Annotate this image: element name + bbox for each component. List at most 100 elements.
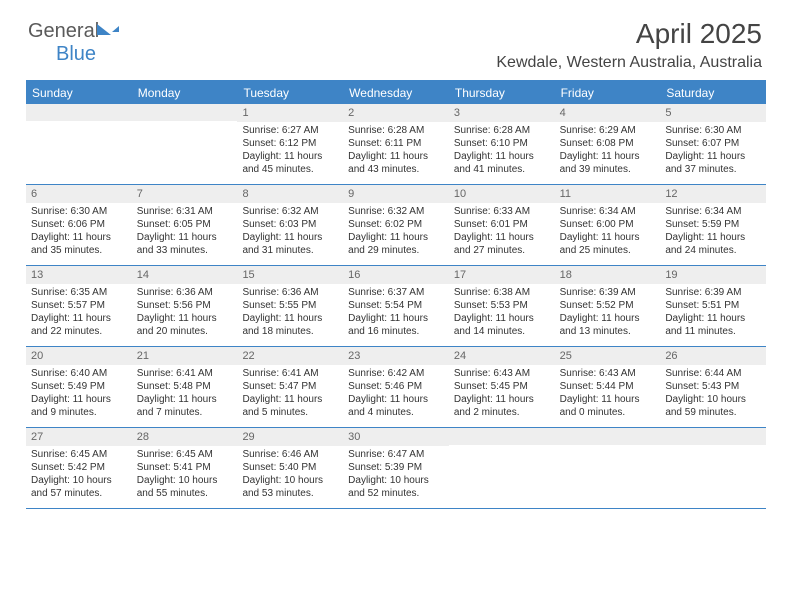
day-body: Sunrise: 6:38 AMSunset: 5:53 PMDaylight:… xyxy=(449,284,555,342)
day-line: Daylight: 11 hours and 0 minutes. xyxy=(560,393,656,419)
weekday-header: Wednesday xyxy=(343,82,449,104)
day-body: Sunrise: 6:41 AMSunset: 5:48 PMDaylight:… xyxy=(132,365,238,423)
day-line: Sunrise: 6:37 AM xyxy=(348,286,444,299)
day-cell xyxy=(660,428,766,508)
logo-word1: General xyxy=(28,20,99,42)
weekday-header: Friday xyxy=(555,82,661,104)
day-cell: 19Sunrise: 6:39 AMSunset: 5:51 PMDayligh… xyxy=(660,266,766,346)
day-body: Sunrise: 6:29 AMSunset: 6:08 PMDaylight:… xyxy=(555,122,661,180)
weekday-header: Sunday xyxy=(26,82,132,104)
day-line: Sunset: 5:51 PM xyxy=(665,299,761,312)
day-body xyxy=(449,445,555,451)
weekday-header: Tuesday xyxy=(237,82,343,104)
day-line: Daylight: 11 hours and 22 minutes. xyxy=(31,312,127,338)
day-cell: 6Sunrise: 6:30 AMSunset: 6:06 PMDaylight… xyxy=(26,185,132,265)
logo-word2: Blue xyxy=(56,43,96,65)
day-body: Sunrise: 6:37 AMSunset: 5:54 PMDaylight:… xyxy=(343,284,449,342)
day-body: Sunrise: 6:28 AMSunset: 6:10 PMDaylight:… xyxy=(449,122,555,180)
day-body xyxy=(555,445,661,451)
day-line: Daylight: 11 hours and 27 minutes. xyxy=(454,231,550,257)
day-line: Daylight: 10 hours and 52 minutes. xyxy=(348,474,444,500)
day-line: Daylight: 11 hours and 45 minutes. xyxy=(242,150,338,176)
day-number xyxy=(555,428,661,445)
day-line: Sunset: 6:06 PM xyxy=(31,218,127,231)
day-cell: 26Sunrise: 6:44 AMSunset: 5:43 PMDayligh… xyxy=(660,347,766,427)
day-cell: 17Sunrise: 6:38 AMSunset: 5:53 PMDayligh… xyxy=(449,266,555,346)
day-line: Sunset: 6:10 PM xyxy=(454,137,550,150)
day-body: Sunrise: 6:34 AMSunset: 6:00 PMDaylight:… xyxy=(555,203,661,261)
day-body: Sunrise: 6:44 AMSunset: 5:43 PMDaylight:… xyxy=(660,365,766,423)
day-line: Sunset: 6:11 PM xyxy=(348,137,444,150)
day-body: Sunrise: 6:30 AMSunset: 6:06 PMDaylight:… xyxy=(26,203,132,261)
day-body: Sunrise: 6:36 AMSunset: 5:55 PMDaylight:… xyxy=(237,284,343,342)
day-number: 5 xyxy=(660,104,766,122)
day-line: Sunrise: 6:41 AM xyxy=(137,367,233,380)
day-line: Daylight: 11 hours and 9 minutes. xyxy=(31,393,127,419)
day-line: Daylight: 10 hours and 55 minutes. xyxy=(137,474,233,500)
day-cell: 23Sunrise: 6:42 AMSunset: 5:46 PMDayligh… xyxy=(343,347,449,427)
day-line: Sunrise: 6:39 AM xyxy=(560,286,656,299)
day-number: 9 xyxy=(343,185,449,203)
day-line: Sunrise: 6:28 AM xyxy=(454,124,550,137)
day-number: 15 xyxy=(237,266,343,284)
week-row: 27Sunrise: 6:45 AMSunset: 5:42 PMDayligh… xyxy=(26,428,766,509)
day-line: Sunrise: 6:28 AM xyxy=(348,124,444,137)
logo: General Blue xyxy=(28,20,119,66)
day-line: Sunset: 5:45 PM xyxy=(454,380,550,393)
page-title: April 2025 xyxy=(636,18,762,50)
day-cell: 10Sunrise: 6:33 AMSunset: 6:01 PMDayligh… xyxy=(449,185,555,265)
day-body xyxy=(660,445,766,451)
day-number: 10 xyxy=(449,185,555,203)
day-body: Sunrise: 6:45 AMSunset: 5:42 PMDaylight:… xyxy=(26,446,132,504)
day-cell: 16Sunrise: 6:37 AMSunset: 5:54 PMDayligh… xyxy=(343,266,449,346)
day-line: Sunset: 5:59 PM xyxy=(665,218,761,231)
day-line: Sunrise: 6:32 AM xyxy=(348,205,444,218)
day-line: Sunset: 6:12 PM xyxy=(242,137,338,150)
day-number: 21 xyxy=(132,347,238,365)
weekday-header: Monday xyxy=(132,82,238,104)
day-line: Daylight: 11 hours and 41 minutes. xyxy=(454,150,550,176)
day-cell: 21Sunrise: 6:41 AMSunset: 5:48 PMDayligh… xyxy=(132,347,238,427)
day-line: Sunrise: 6:42 AM xyxy=(348,367,444,380)
day-cell: 3Sunrise: 6:28 AMSunset: 6:10 PMDaylight… xyxy=(449,104,555,184)
day-body xyxy=(26,121,132,127)
day-line: Sunset: 5:44 PM xyxy=(560,380,656,393)
day-line: Sunrise: 6:29 AM xyxy=(560,124,656,137)
day-number: 24 xyxy=(449,347,555,365)
day-line: Sunset: 5:40 PM xyxy=(242,461,338,474)
day-body: Sunrise: 6:32 AMSunset: 6:03 PMDaylight:… xyxy=(237,203,343,261)
day-body: Sunrise: 6:47 AMSunset: 5:39 PMDaylight:… xyxy=(343,446,449,504)
day-number: 19 xyxy=(660,266,766,284)
day-cell: 27Sunrise: 6:45 AMSunset: 5:42 PMDayligh… xyxy=(26,428,132,508)
day-line: Sunrise: 6:43 AM xyxy=(560,367,656,380)
day-line: Daylight: 11 hours and 24 minutes. xyxy=(665,231,761,257)
day-line: Sunrise: 6:46 AM xyxy=(242,448,338,461)
day-line: Sunrise: 6:45 AM xyxy=(137,448,233,461)
day-cell: 13Sunrise: 6:35 AMSunset: 5:57 PMDayligh… xyxy=(26,266,132,346)
day-cell xyxy=(132,104,238,184)
day-number: 29 xyxy=(237,428,343,446)
day-body: Sunrise: 6:30 AMSunset: 6:07 PMDaylight:… xyxy=(660,122,766,180)
day-body: Sunrise: 6:40 AMSunset: 5:49 PMDaylight:… xyxy=(26,365,132,423)
day-number: 13 xyxy=(26,266,132,284)
day-line: Daylight: 11 hours and 29 minutes. xyxy=(348,231,444,257)
day-line: Sunrise: 6:31 AM xyxy=(137,205,233,218)
day-body: Sunrise: 6:27 AMSunset: 6:12 PMDaylight:… xyxy=(237,122,343,180)
day-line: Daylight: 11 hours and 14 minutes. xyxy=(454,312,550,338)
day-line: Sunrise: 6:32 AM xyxy=(242,205,338,218)
weekday-header: Saturday xyxy=(660,82,766,104)
day-line: Daylight: 11 hours and 18 minutes. xyxy=(242,312,338,338)
weekday-header: Thursday xyxy=(449,82,555,104)
day-cell: 12Sunrise: 6:34 AMSunset: 5:59 PMDayligh… xyxy=(660,185,766,265)
day-cell: 15Sunrise: 6:36 AMSunset: 5:55 PMDayligh… xyxy=(237,266,343,346)
day-line: Sunrise: 6:36 AM xyxy=(242,286,338,299)
day-cell xyxy=(26,104,132,184)
day-line: Sunset: 5:42 PM xyxy=(31,461,127,474)
day-number: 11 xyxy=(555,185,661,203)
day-line: Sunrise: 6:41 AM xyxy=(242,367,338,380)
day-line: Daylight: 10 hours and 53 minutes. xyxy=(242,474,338,500)
day-line: Sunrise: 6:40 AM xyxy=(31,367,127,380)
day-cell: 11Sunrise: 6:34 AMSunset: 6:00 PMDayligh… xyxy=(555,185,661,265)
day-cell: 28Sunrise: 6:45 AMSunset: 5:41 PMDayligh… xyxy=(132,428,238,508)
day-line: Daylight: 11 hours and 35 minutes. xyxy=(31,231,127,257)
